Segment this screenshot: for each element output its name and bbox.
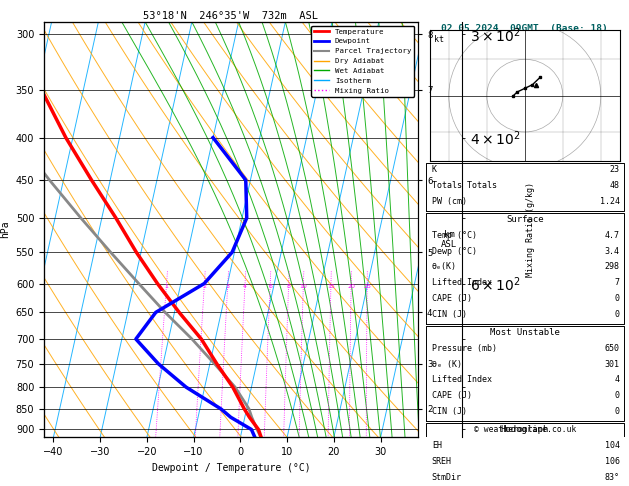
Y-axis label: Mixing Ratio (g/kg): Mixing Ratio (g/kg) <box>526 182 535 277</box>
Text: Pressure (mb): Pressure (mb) <box>432 344 497 353</box>
Y-axis label: hPa: hPa <box>0 221 10 239</box>
Text: 23: 23 <box>610 165 620 174</box>
Text: CAPE (J): CAPE (J) <box>432 294 472 303</box>
Text: 83°: 83° <box>605 473 620 482</box>
Text: θₑ (K): θₑ (K) <box>432 360 462 369</box>
Text: CAPE (J): CAPE (J) <box>432 391 472 400</box>
Text: CIN (J): CIN (J) <box>432 310 467 319</box>
Text: 15: 15 <box>327 284 335 289</box>
Text: EH: EH <box>432 441 442 450</box>
Text: Totals Totals: Totals Totals <box>432 181 497 190</box>
Text: 0: 0 <box>615 294 620 303</box>
Text: Hodograph: Hodograph <box>501 425 549 434</box>
Text: 106: 106 <box>605 457 620 466</box>
Text: 4: 4 <box>615 376 620 384</box>
Y-axis label: km
ASL: km ASL <box>441 230 457 249</box>
Text: 02.05.2024  09GMT  (Base: 18): 02.05.2024 09GMT (Base: 18) <box>442 24 608 33</box>
Text: K: K <box>432 165 437 174</box>
Text: θₑ(K): θₑ(K) <box>432 262 457 272</box>
Text: SREH: SREH <box>432 457 452 466</box>
Text: 4.7: 4.7 <box>605 231 620 240</box>
Text: 3.4: 3.4 <box>605 247 620 256</box>
Text: 0: 0 <box>615 310 620 319</box>
Text: 7: 7 <box>615 278 620 287</box>
Text: 10: 10 <box>299 284 307 289</box>
Text: Temp (°C): Temp (°C) <box>432 231 477 240</box>
Text: 4: 4 <box>243 284 247 289</box>
Text: 104: 104 <box>605 441 620 450</box>
Text: 48: 48 <box>610 181 620 190</box>
Text: 1: 1 <box>164 284 169 289</box>
Text: © weatheronline.co.uk: © weatheronline.co.uk <box>474 425 576 434</box>
Text: CIN (J): CIN (J) <box>432 407 467 416</box>
Text: 2: 2 <box>203 284 206 289</box>
Text: 1.24: 1.24 <box>600 197 620 206</box>
Text: PW (cm): PW (cm) <box>432 197 467 206</box>
Text: 0: 0 <box>615 391 620 400</box>
Text: Lifted Index: Lifted Index <box>432 376 492 384</box>
Text: 301: 301 <box>605 360 620 369</box>
Text: Lifted Index: Lifted Index <box>432 278 492 287</box>
X-axis label: Dewpoint / Temperature (°C): Dewpoint / Temperature (°C) <box>152 463 310 473</box>
Text: Most Unstable: Most Unstable <box>490 328 560 337</box>
Text: 0: 0 <box>615 407 620 416</box>
Legend: Temperature, Dewpoint, Parcel Trajectory, Dry Adiabat, Wet Adiabat, Isotherm, Mi: Temperature, Dewpoint, Parcel Trajectory… <box>311 26 415 97</box>
Text: Surface: Surface <box>506 215 543 224</box>
Title: 53°18'N  246°35'W  732m  ASL: 53°18'N 246°35'W 732m ASL <box>143 11 318 21</box>
Text: 8: 8 <box>287 284 291 289</box>
Text: 298: 298 <box>605 262 620 272</box>
Text: 3: 3 <box>226 284 230 289</box>
Text: 20: 20 <box>347 284 355 289</box>
Text: 25: 25 <box>363 284 371 289</box>
Text: 6: 6 <box>268 284 272 289</box>
Text: StmDir: StmDir <box>432 473 462 482</box>
Text: Dewp (°C): Dewp (°C) <box>432 247 477 256</box>
Text: 650: 650 <box>605 344 620 353</box>
